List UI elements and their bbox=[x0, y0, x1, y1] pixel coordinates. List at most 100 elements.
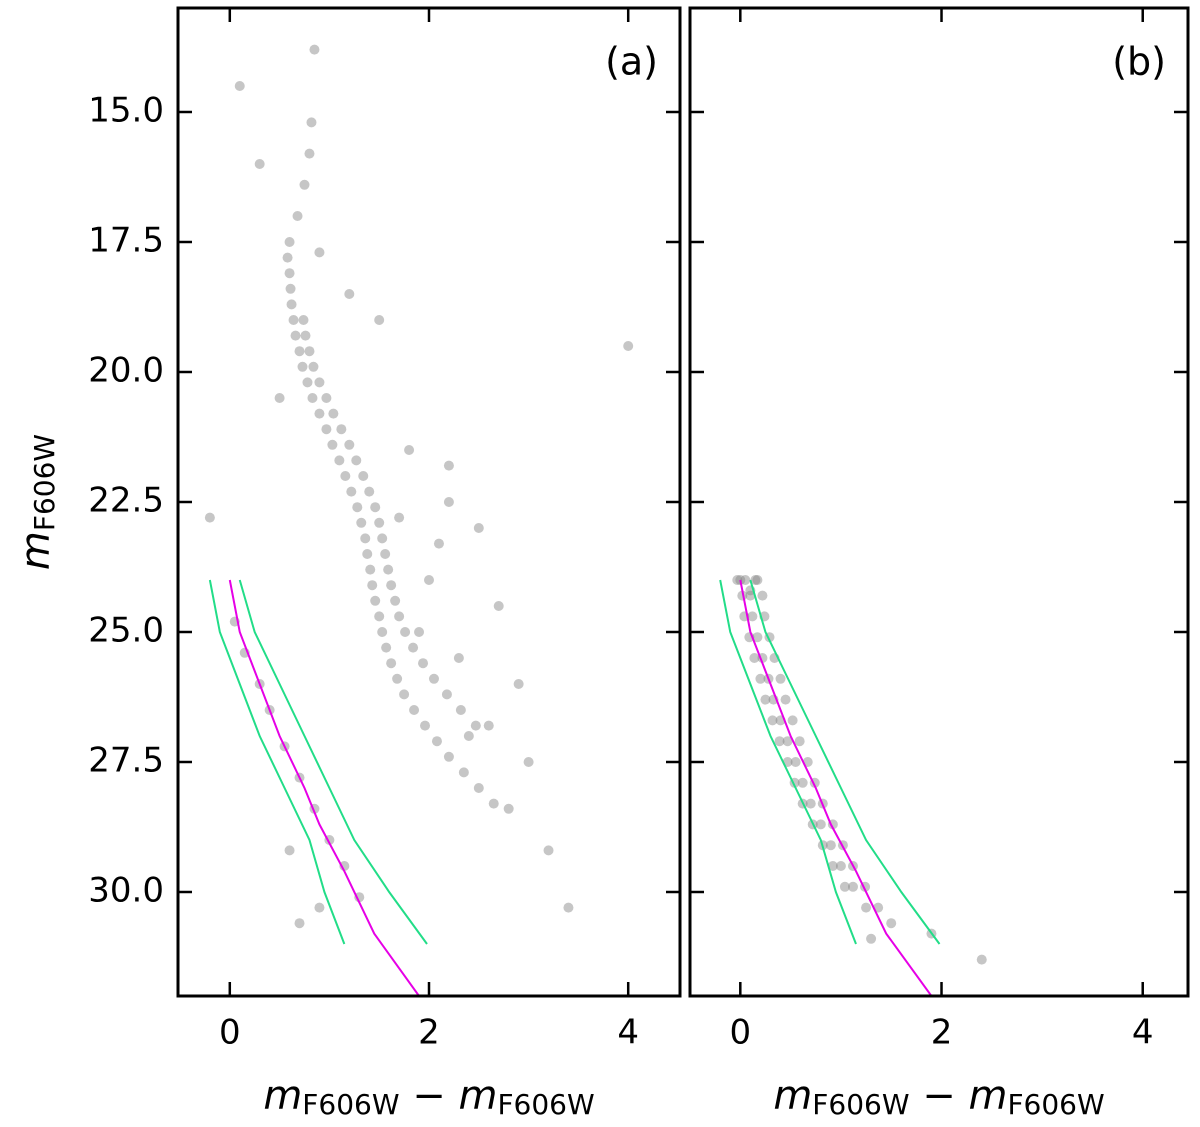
axis-label: mF606W bbox=[13, 434, 61, 570]
star-point bbox=[749, 653, 760, 663]
star-point bbox=[431, 736, 442, 747]
plot-area bbox=[719, 575, 987, 996]
star-point bbox=[370, 502, 381, 513]
axis-label-part: F606W bbox=[302, 1088, 399, 1121]
star-point bbox=[463, 731, 474, 741]
star-point bbox=[358, 471, 369, 481]
star-point bbox=[386, 580, 397, 591]
star-point bbox=[314, 247, 325, 258]
star-point bbox=[380, 549, 391, 559]
star-point bbox=[390, 595, 401, 606]
star-point bbox=[304, 148, 315, 159]
star-point bbox=[304, 346, 315, 357]
star-point bbox=[374, 611, 385, 622]
star-point bbox=[314, 408, 325, 419]
star-point bbox=[284, 268, 295, 279]
y-tick-label: 20.0 bbox=[88, 351, 164, 391]
sequence-line bbox=[739, 579, 933, 996]
axis-label-part: m bbox=[458, 1073, 497, 1119]
star-point bbox=[274, 393, 285, 403]
plot-area bbox=[204, 44, 634, 996]
star-point bbox=[787, 715, 798, 726]
star-point bbox=[790, 757, 801, 767]
x-tick-label: 2 bbox=[931, 1013, 953, 1053]
x-tick-label: 4 bbox=[617, 1013, 639, 1053]
star-point bbox=[328, 408, 339, 419]
star-point bbox=[441, 689, 452, 700]
star-point bbox=[815, 819, 826, 830]
star-point bbox=[377, 533, 388, 544]
star-point bbox=[290, 330, 301, 341]
star-point bbox=[825, 840, 836, 851]
star-point bbox=[351, 455, 362, 466]
star-point bbox=[334, 455, 345, 466]
star-point bbox=[847, 881, 858, 892]
star-point bbox=[254, 159, 265, 169]
star-point bbox=[473, 783, 484, 793]
star-point bbox=[300, 330, 311, 341]
star-point bbox=[336, 424, 347, 435]
star-point bbox=[346, 486, 357, 497]
star-point bbox=[394, 611, 405, 622]
star-point bbox=[775, 673, 786, 684]
star-point bbox=[374, 517, 385, 528]
star-point bbox=[309, 44, 320, 55]
axis-label-part: m bbox=[773, 1073, 812, 1119]
star-point bbox=[827, 861, 838, 871]
star-point bbox=[298, 315, 309, 325]
star-point bbox=[424, 575, 434, 585]
sequence-line bbox=[749, 579, 941, 945]
star-point bbox=[344, 289, 355, 299]
star-point bbox=[234, 81, 245, 91]
star-point bbox=[404, 445, 415, 455]
star-point bbox=[362, 549, 373, 559]
star-point bbox=[284, 845, 295, 856]
star-point bbox=[747, 611, 758, 622]
axes-frame bbox=[688, 6, 1190, 998]
star-point bbox=[458, 767, 469, 778]
star-point bbox=[866, 933, 877, 944]
star-point bbox=[340, 471, 351, 481]
star-point bbox=[321, 393, 332, 403]
star-point bbox=[782, 736, 793, 747]
star-point bbox=[740, 575, 751, 585]
star-point bbox=[377, 627, 388, 637]
star-point bbox=[745, 590, 756, 601]
star-point bbox=[344, 439, 355, 450]
star-point bbox=[302, 377, 313, 388]
star-point bbox=[414, 627, 425, 637]
star-point bbox=[757, 590, 768, 601]
star-point bbox=[805, 798, 816, 809]
star-point bbox=[886, 918, 897, 929]
sequence-line bbox=[238, 579, 428, 945]
star-point bbox=[314, 902, 325, 913]
star-point bbox=[314, 377, 325, 388]
axis-label-part: − bbox=[400, 1073, 459, 1119]
star-point bbox=[297, 361, 308, 372]
star-point bbox=[386, 658, 397, 669]
star-point bbox=[420, 720, 431, 731]
star-point bbox=[367, 580, 378, 591]
star-point bbox=[288, 315, 299, 325]
star-point bbox=[503, 803, 514, 814]
star-point bbox=[352, 502, 363, 513]
star-point bbox=[286, 299, 297, 310]
star-point bbox=[794, 736, 805, 747]
star-point bbox=[356, 517, 367, 528]
star-point bbox=[976, 954, 987, 965]
axis-label-part: F606W bbox=[28, 434, 61, 531]
x-tick-label: 0 bbox=[219, 1013, 241, 1053]
y-tick-label: 22.5 bbox=[88, 481, 164, 521]
star-point bbox=[392, 673, 403, 684]
axis-label-part: m bbox=[13, 531, 59, 570]
star-point bbox=[394, 512, 405, 523]
star-point bbox=[321, 424, 332, 435]
star-point bbox=[364, 486, 375, 497]
star-point bbox=[797, 777, 808, 788]
star-point bbox=[780, 694, 791, 705]
y-tick-label: 15.0 bbox=[88, 91, 164, 131]
axis-label-part: m bbox=[968, 1073, 1007, 1119]
panel-label: (a) bbox=[605, 40, 658, 84]
star-point bbox=[443, 751, 454, 762]
star-point bbox=[443, 497, 454, 507]
